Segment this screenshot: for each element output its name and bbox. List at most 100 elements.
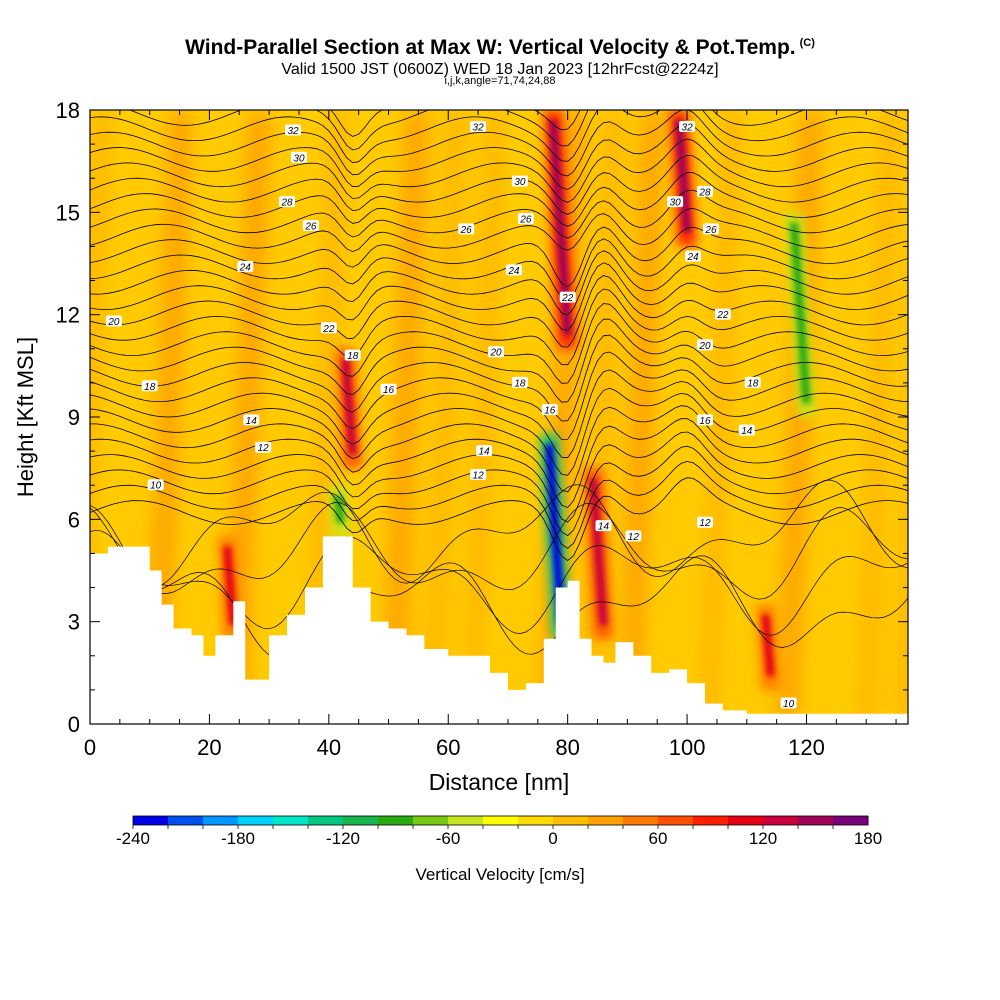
colorbar-swatch [658, 816, 694, 825]
chart-title: Wind-Parallel Section at Max W: Vertical… [0, 36, 1000, 60]
updraft-band-core [548, 120, 572, 336]
colorbar-swatch [378, 816, 414, 825]
colorbar-swatch [588, 816, 624, 825]
y-tick-label: 18 [56, 98, 80, 123]
isentrope-line [90, 431, 908, 523]
isentrope-line-low [90, 529, 908, 636]
colorbar-swatch [833, 816, 869, 825]
isentrope-label: 12 [470, 468, 487, 481]
isentrope-line [90, 369, 908, 459]
isentrope-line [128, 110, 908, 151]
isentrope-label: 22 [714, 308, 731, 321]
colorbar-swatch [273, 816, 309, 825]
isentrope-label-text: 30 [293, 153, 305, 164]
isentrope-label-text: 14 [479, 447, 491, 458]
isentrope-label-text: 14 [598, 522, 610, 533]
y-tick-label: 9 [68, 405, 80, 430]
isentrope-label-text: 12 [699, 518, 711, 529]
isentrope-label: 32 [285, 124, 302, 137]
velocity-streak [696, 110, 745, 724]
isentrope-label-text: 14 [741, 426, 753, 437]
isentrope-label: 14 [476, 445, 493, 458]
y-tick-label: 12 [56, 303, 80, 328]
colorbar-swatch [763, 816, 799, 825]
isentrope-label-text: 22 [561, 293, 574, 304]
x-axis-label: Distance [nm] [429, 769, 570, 795]
x-tick-label: 120 [788, 735, 825, 760]
isentrope-line [90, 351, 908, 440]
isentrope-labels: 10 12 14 16 18 20 22 24 26 28 30 32 12 14 16 18 20 24 26 26… [105, 121, 797, 710]
velocity-streak [460, 110, 508, 724]
isentrope-line [90, 405, 908, 493]
isentrope-label: 12 [255, 441, 272, 454]
isentrope-line [90, 477, 908, 562]
isentrope-label: 16 [696, 414, 713, 427]
terrain-mask [90, 536, 908, 724]
isentrope-line-low [90, 555, 908, 659]
colorbar-swatch [168, 816, 204, 825]
isentrope-label: 20 [488, 346, 505, 359]
isentrope-label-text: 20 [107, 317, 120, 328]
isentrope-label-text: 32 [682, 123, 694, 134]
isentrope-label-text: 32 [473, 123, 485, 134]
colorbar-tick-label: -240 [116, 829, 150, 848]
axes: 0 20 40 60 80 100 120 0 3 6 9 12 15 18 [56, 98, 908, 760]
isentrope-label-text: 20 [489, 348, 502, 359]
isentrope-label-text: 22 [716, 310, 729, 321]
isentrope-label: 28 [279, 196, 296, 209]
velocity-streak [341, 110, 390, 724]
isentrope-label: 22 [559, 291, 576, 304]
isentrope-line [90, 318, 908, 403]
isentrope-line [90, 172, 908, 227]
colorbar: -240 -180 -120 -60 0 60 120 180 [116, 815, 882, 848]
colorbar-tick-label: 180 [854, 829, 882, 848]
velocity-streak [854, 110, 903, 724]
isentrope-line [90, 387, 908, 476]
isentrope-label-text: 12 [258, 443, 270, 454]
colorbar-label: Vertical Velocity [cm/s] [415, 865, 584, 884]
isentrope-label-text: 32 [287, 126, 299, 137]
isentrope-label: 26 [302, 219, 319, 232]
isentrope-label-text: 26 [304, 221, 317, 232]
isentrope-label-text: 16 [383, 385, 395, 396]
colorbar-frame [132, 815, 869, 826]
isentrope-line [90, 110, 908, 177]
isentrope-label: 18 [744, 376, 761, 389]
isentrope-label-text: 18 [144, 382, 156, 393]
isentrope-line [90, 262, 908, 331]
isentrope-label: 16 [380, 383, 397, 396]
isentrope-line [90, 445, 908, 537]
chart-subtitle-ijk: i,j,k,angle=71,74,24,88 [444, 75, 556, 87]
isentrope-line [90, 275, 908, 348]
isentrope-label-text: 22 [322, 324, 335, 335]
updraft-band-core [761, 614, 775, 677]
isentrope-label-text: 18 [347, 351, 359, 362]
isentrope-label: 16 [541, 404, 558, 417]
colorbar-swatch [623, 816, 659, 825]
colorbar-swatch [308, 816, 344, 825]
isentrope-label: 18 [344, 349, 361, 362]
colorbar-swatch [693, 816, 729, 825]
isentrope-line [90, 189, 908, 239]
isentrope-label: 30 [290, 151, 307, 164]
isentrope-label-text: 24 [239, 262, 252, 273]
isentrope-label-text: 26 [704, 225, 717, 236]
isentrope-label-text: 18 [514, 378, 526, 389]
colorbar-swatch [413, 816, 449, 825]
x-tick-label: 20 [197, 735, 221, 760]
title-mark: (C) [799, 37, 815, 49]
isentrope-label: 18 [511, 376, 528, 389]
isentrope-line [90, 460, 908, 549]
colorbar-swatch [343, 816, 379, 825]
isentrope-label: 30 [511, 175, 528, 188]
isentrope-label: 14 [738, 424, 755, 437]
isentrope-label-text: 14 [246, 416, 258, 427]
isentrope-label-text: 16 [544, 406, 556, 417]
isentrope-label: 10 [147, 479, 164, 492]
isentrope-label-text: 10 [783, 699, 795, 710]
colorbar-tick-label: 120 [749, 829, 777, 848]
isentrope-line [90, 207, 908, 253]
velocity-streak [263, 110, 311, 724]
isentrope-label: 24 [237, 260, 254, 273]
isentrope-label-text: 30 [514, 177, 526, 188]
